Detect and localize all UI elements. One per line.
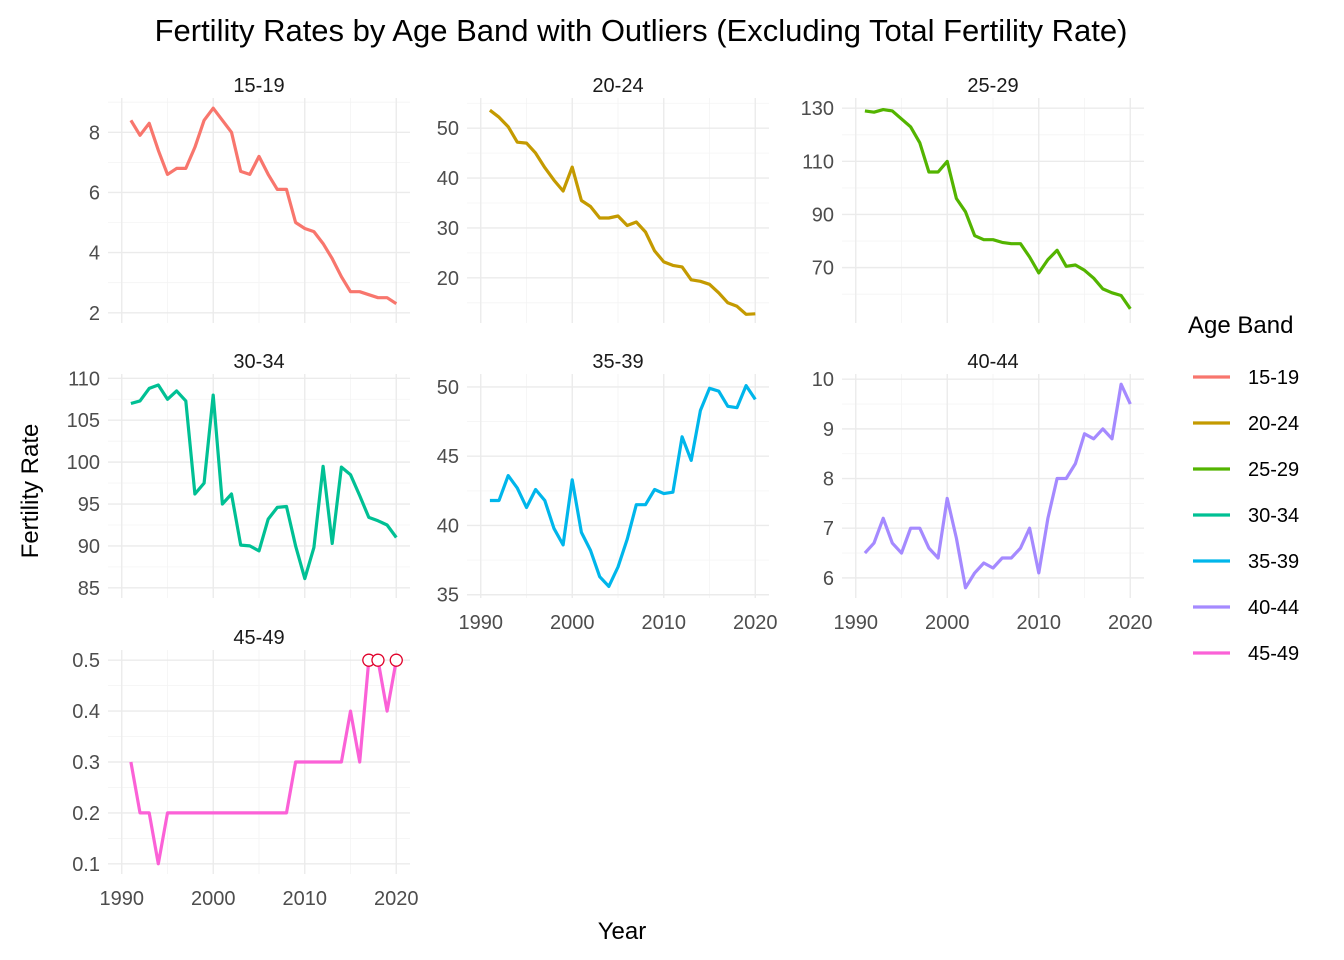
y-tick-label: 6 bbox=[823, 568, 834, 590]
legend-label: 25-29 bbox=[1248, 459, 1299, 481]
facet-strip-label: 25-29 bbox=[967, 75, 1018, 97]
legend-label: 35-39 bbox=[1248, 551, 1299, 573]
legend-item-30-34: 30-34 bbox=[1193, 505, 1299, 527]
facet-panel-15-19: 2 4 6 8 15-19 bbox=[89, 75, 410, 325]
x-tick-label: 2020 bbox=[374, 888, 419, 910]
y-tick-label: 8 bbox=[823, 469, 834, 491]
facet-panel-45-49: 0.1 0.2 0.3 0.4 0.5 1990 2000 2010 2020 45-49 bbox=[72, 627, 418, 910]
x-tick-label: 1990 bbox=[833, 612, 878, 634]
y-tick-label: 50 bbox=[437, 377, 459, 399]
x-tick-label: 2020 bbox=[733, 612, 778, 634]
y-tick-label: 10 bbox=[812, 369, 834, 391]
x-tick-label: 2000 bbox=[191, 888, 236, 910]
x-tick-label: 2020 bbox=[1108, 612, 1153, 634]
y-tick-label: 110 bbox=[802, 151, 834, 173]
y-tick-label: 85 bbox=[78, 578, 100, 600]
legend: Age Band 15-19 20-24 25-29 30-34 35-39 40-44 4… bbox=[1188, 312, 1299, 665]
facet-strip-label: 35-39 bbox=[592, 351, 643, 373]
y-tick-label: 9 bbox=[823, 419, 834, 441]
y-tick-label: 4 bbox=[89, 243, 100, 265]
legend-label: 20-24 bbox=[1248, 413, 1299, 435]
series-line-25-29 bbox=[864, 107, 1132, 310]
facet-panel-30-34: 85 90 95 100 105 110 30-34 bbox=[67, 351, 410, 600]
y-tick-label: 40 bbox=[437, 168, 459, 190]
x-tick-label: 2010 bbox=[1017, 612, 1062, 634]
y-tick-label: 35 bbox=[437, 585, 459, 607]
legend-item-35-39: 35-39 bbox=[1193, 551, 1299, 573]
y-tick-label: 130 bbox=[801, 98, 834, 120]
facet-strip-label: 40-44 bbox=[967, 351, 1018, 373]
y-tick-label: 8 bbox=[89, 122, 100, 144]
y-tick-label: 30 bbox=[437, 218, 459, 240]
y-axis-title: Fertility Rate bbox=[17, 424, 44, 559]
y-tick-label: 20 bbox=[437, 268, 459, 290]
x-tick-label: 2000 bbox=[550, 612, 595, 634]
series-line-40-44 bbox=[863, 382, 1132, 590]
x-axis-title: Year bbox=[598, 918, 647, 945]
y-tick-label: 110 bbox=[68, 368, 100, 390]
y-tick-label: 40 bbox=[437, 515, 459, 537]
facet-panel-40-44: 6 7 8 9 10 1990 2000 2010 2020 40-44 bbox=[812, 351, 1153, 634]
legend-item-40-44: 40-44 bbox=[1193, 597, 1299, 619]
x-tick-label: 1990 bbox=[99, 888, 144, 910]
y-tick-label: 105 bbox=[67, 410, 100, 432]
chart-title: Fertility Rates by Age Band with Outlier… bbox=[155, 13, 1128, 48]
series-line-30-34 bbox=[130, 383, 398, 581]
legend-item-25-29: 25-29 bbox=[1193, 459, 1299, 481]
legend-item-45-49: 45-49 bbox=[1193, 643, 1299, 665]
facet-strip-label: 30-34 bbox=[233, 351, 284, 373]
series-line-20-24 bbox=[488, 108, 756, 316]
facet-panel-20-24: 20 30 40 50 20-24 bbox=[437, 75, 769, 323]
outlier-point bbox=[389, 653, 403, 667]
facet-panel-25-29: 70 90 110 130 25-29 bbox=[801, 75, 1144, 323]
series-line-15-19 bbox=[129, 106, 398, 306]
legend-label: 30-34 bbox=[1248, 505, 1299, 527]
y-tick-label: 6 bbox=[89, 182, 100, 204]
legend-label: 40-44 bbox=[1248, 597, 1299, 619]
x-tick-label: 2000 bbox=[925, 612, 970, 634]
y-tick-label: 50 bbox=[437, 118, 459, 140]
y-tick-label: 2 bbox=[89, 303, 100, 325]
legend-label: 45-49 bbox=[1248, 643, 1299, 665]
legend-item-20-24: 20-24 bbox=[1193, 413, 1299, 435]
y-tick-label: 0.4 bbox=[72, 701, 100, 723]
y-tick-label: 90 bbox=[812, 204, 834, 226]
y-tick-label: 90 bbox=[78, 536, 100, 558]
x-tick-label: 1990 bbox=[458, 612, 503, 634]
y-tick-label: 100 bbox=[67, 452, 100, 474]
facet-strip-label: 20-24 bbox=[592, 75, 643, 97]
y-tick-label: 70 bbox=[812, 258, 834, 280]
x-tick-label: 2010 bbox=[283, 888, 328, 910]
legend-item-15-19: 15-19 bbox=[1193, 367, 1299, 389]
y-tick-label: 0.5 bbox=[72, 650, 100, 672]
legend-label: 15-19 bbox=[1248, 367, 1299, 389]
facet-panel-35-39: 35 40 45 50 1990 2000 2010 2020 35-39 bbox=[437, 351, 778, 634]
facet-strip-label: 45-49 bbox=[233, 627, 284, 649]
series-line-45-49 bbox=[129, 658, 398, 866]
y-tick-label: 0.1 bbox=[72, 854, 100, 876]
facet-strip-label: 15-19 bbox=[233, 75, 284, 97]
y-tick-label: 0.2 bbox=[72, 803, 100, 825]
y-tick-label: 95 bbox=[78, 494, 100, 516]
y-tick-label: 45 bbox=[437, 446, 459, 468]
legend-title: Age Band bbox=[1188, 312, 1293, 339]
x-tick-label: 2010 bbox=[642, 612, 687, 634]
series-line-35-39 bbox=[489, 384, 757, 589]
y-tick-label: 0.3 bbox=[72, 752, 100, 774]
y-tick-label: 7 bbox=[823, 518, 834, 540]
facet-panels: 2 4 6 8 15-19 20 30 40 50 20-24 70 90 110 130 25-29 85 9… bbox=[67, 75, 1153, 910]
outlier-point bbox=[371, 653, 385, 667]
